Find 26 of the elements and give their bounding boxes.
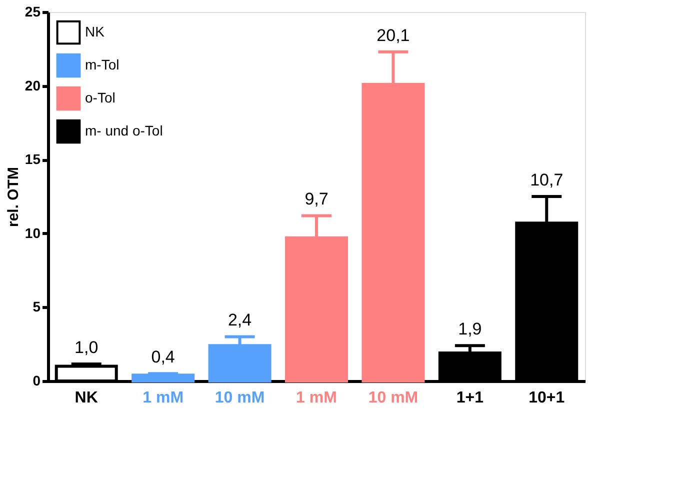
y-tick-label: 20 [24,77,41,94]
y-axis-title: rel. OTM [4,166,22,228]
legend-label: m- und o-Tol [85,122,163,138]
data-label: 0,4 [151,348,175,367]
legend-label: m-Tol [85,56,120,72]
y-tick-label: 25 [24,4,41,20]
y-tick-label: 0 [32,372,41,388]
data-label: 20,1 [376,26,410,45]
y-tick-label: 10 [24,224,41,241]
x-tick-label: 10+1 [528,390,565,406]
x-tick-label: 10 mM [368,390,418,406]
bar [132,374,195,382]
data-label: 1,0 [74,338,98,358]
x-tick-label: 1 mM [142,390,184,406]
data-label: 10,7 [530,170,564,190]
data-label: 2,4 [228,310,252,330]
y-tick-label: 15 [24,151,41,168]
legend-label: NK [85,24,106,40]
data-label: 1,9 [458,320,482,339]
x-tick-label: 1 mM [296,390,337,406]
x-tick-label: 1+1 [456,390,484,406]
x-tick-label: NK [74,390,98,406]
y-tick-label: 5 [32,298,41,315]
legend-label: o-Tol [85,90,116,106]
x-tick-label: 10 mM [214,390,265,406]
data-label: 9,7 [304,190,328,209]
